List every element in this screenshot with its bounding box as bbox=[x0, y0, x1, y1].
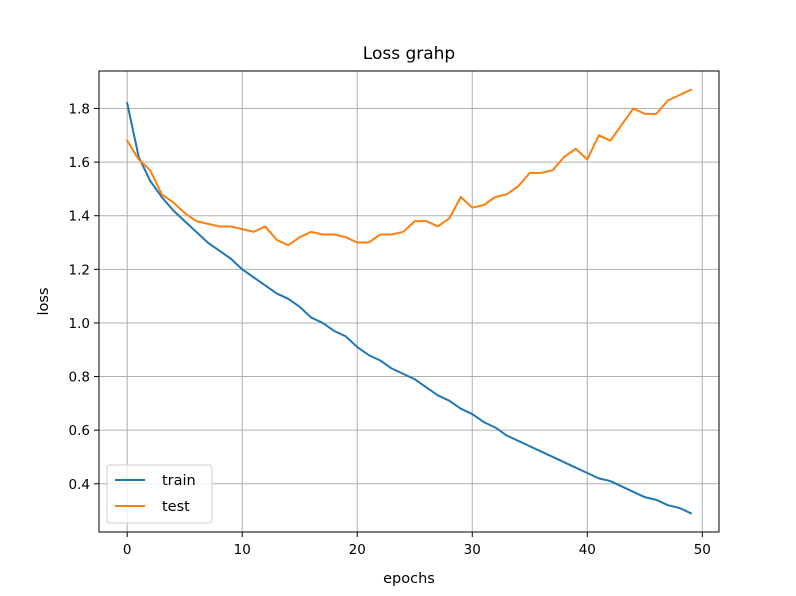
y-axis-label: loss bbox=[36, 287, 52, 315]
x-tick-label: 50 bbox=[694, 542, 711, 558]
plot-frame bbox=[98, 70, 720, 533]
chart-title: Loss grahp bbox=[363, 44, 455, 64]
axis-ticks: 0 10 20 30 40 50 0.4 0.6 0.8 1.0 1.2 1.4 1.6 1.8 bbox=[69, 102, 711, 558]
grid bbox=[99, 71, 719, 532]
x-tick-label: 0 bbox=[123, 542, 132, 558]
x-tick-label: 40 bbox=[579, 542, 596, 558]
x-axis-label: epochs bbox=[383, 571, 435, 587]
y-tick-label: 0.4 bbox=[69, 477, 90, 493]
legend-label-test: test bbox=[162, 499, 190, 515]
y-tick-label: 0.8 bbox=[69, 370, 90, 386]
y-tick-label: 1.8 bbox=[69, 102, 90, 118]
series-line-test bbox=[125, 88, 693, 247]
legend-label-train: train bbox=[162, 473, 196, 489]
y-tick-label: 1.2 bbox=[69, 262, 90, 278]
series-line-train bbox=[125, 101, 693, 515]
y-tick-label: 1.0 bbox=[69, 316, 90, 332]
y-tick-label: 1.6 bbox=[69, 155, 90, 171]
x-tick-label: 20 bbox=[349, 542, 366, 558]
y-tick-label: 0.6 bbox=[69, 423, 90, 439]
y-tick-label: 1.4 bbox=[69, 209, 90, 225]
legend-box bbox=[106, 464, 213, 524]
series-layer bbox=[125, 88, 693, 515]
x-tick-label: 30 bbox=[464, 542, 481, 558]
legend: train test bbox=[106, 464, 213, 524]
x-tick-label: 10 bbox=[234, 542, 251, 558]
